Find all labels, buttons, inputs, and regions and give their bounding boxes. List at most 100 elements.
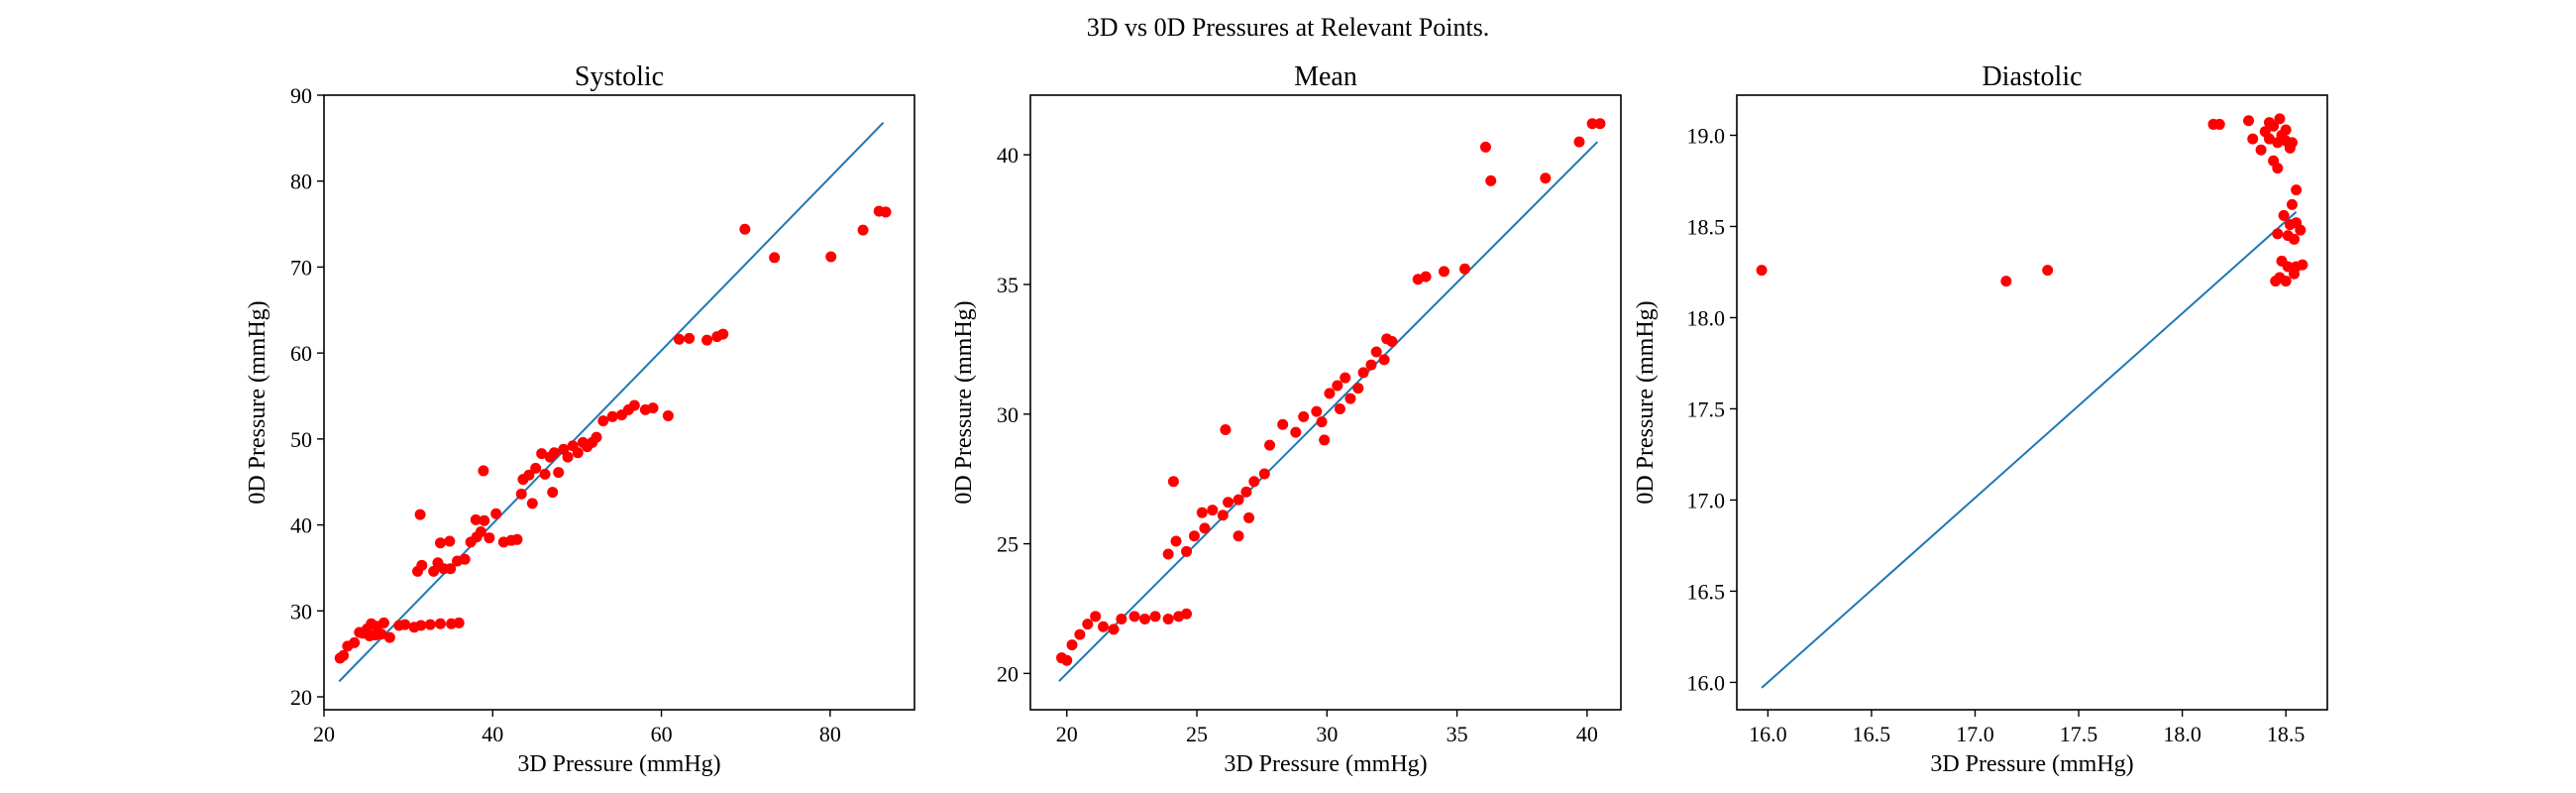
data-point-mean xyxy=(1108,623,1120,635)
x-tick-label: 25 xyxy=(1186,722,1208,746)
data-point-mean xyxy=(1162,548,1174,560)
data-point-mean xyxy=(1479,141,1491,153)
data-point-systolic xyxy=(416,559,428,571)
data-point-mean xyxy=(1458,263,1470,275)
data-point-mean xyxy=(1243,511,1255,523)
x-tick-label: 18.5 xyxy=(2267,722,2306,746)
data-point-systolic xyxy=(459,553,471,565)
data-point-mean xyxy=(1319,434,1331,446)
data-point-diastolic xyxy=(2000,276,2012,287)
data-point-mean xyxy=(1248,476,1260,488)
data-point-mean xyxy=(1082,619,1094,630)
data-point-mean xyxy=(1332,380,1343,392)
data-point-systolic xyxy=(376,628,387,640)
data-point-systolic xyxy=(478,465,489,477)
data-point-mean xyxy=(1061,654,1073,666)
axes-frame-systolic xyxy=(323,94,915,711)
y-tick-label: 30 xyxy=(997,402,1019,427)
data-point-mean xyxy=(1116,613,1127,624)
data-point-mean xyxy=(1128,611,1140,623)
reference-line-systolic xyxy=(338,122,885,683)
x-tick-label: 40 xyxy=(482,722,503,746)
data-point-systolic xyxy=(548,447,560,459)
y-tick-label: 90 xyxy=(290,83,312,108)
x-tick-label: 35 xyxy=(1447,722,1468,746)
data-point-diastolic xyxy=(2286,198,2298,210)
data-point-mean xyxy=(1196,507,1208,518)
data-point-diastolic xyxy=(2272,163,2284,174)
data-point-mean xyxy=(1290,426,1302,438)
data-point-systolic xyxy=(415,620,427,631)
data-point-diastolic xyxy=(2289,233,2301,245)
y-tick-label: 17.0 xyxy=(1687,488,1726,512)
data-point-mean xyxy=(1090,611,1102,623)
data-point-systolic xyxy=(434,618,446,629)
data-point-systolic xyxy=(769,252,781,264)
data-point-diastolic xyxy=(2270,276,2282,287)
data-point-systolic xyxy=(434,537,446,549)
x-tick-label: 16.0 xyxy=(1749,722,1787,746)
data-point-systolic xyxy=(880,206,892,218)
data-point-systolic xyxy=(453,617,465,628)
data-point-mean xyxy=(1199,522,1211,534)
data-point-systolic xyxy=(857,224,869,236)
data-point-mean xyxy=(1277,418,1289,430)
subplot-mean: Mean 20 25 30 35 40 20 25 30 35 40 3D Pressure (mmH… xyxy=(951,61,1622,777)
data-point-systolic xyxy=(684,332,696,344)
data-point-systolic xyxy=(547,487,559,499)
y-tick-label: 40 xyxy=(290,513,312,538)
data-point-mean xyxy=(1381,333,1393,345)
data-point-systolic xyxy=(428,565,440,577)
data-point-mean xyxy=(1352,383,1364,395)
data-point-systolic xyxy=(628,399,640,411)
data-point-systolic xyxy=(349,636,361,648)
x-tick-label: 20 xyxy=(313,722,335,746)
data-point-mean xyxy=(1217,510,1229,521)
data-point-systolic xyxy=(523,469,535,481)
data-point-diastolic xyxy=(2289,268,2301,280)
data-point-diastolic xyxy=(2278,209,2290,221)
data-point-mean xyxy=(1594,118,1606,130)
data-point-mean xyxy=(1258,468,1270,480)
x-tick-label: 20 xyxy=(1056,722,1078,746)
data-point-systolic xyxy=(526,498,538,510)
data-point-mean xyxy=(1181,545,1193,557)
data-point-mean xyxy=(1074,628,1086,640)
data-point-mean xyxy=(1316,416,1328,428)
data-point-systolic xyxy=(470,513,482,525)
data-point-mean xyxy=(1365,359,1377,371)
data-point-mean xyxy=(1264,439,1276,451)
data-point-systolic xyxy=(606,410,618,422)
data-point-systolic xyxy=(445,563,457,575)
reference-line-diastolic xyxy=(1761,210,2298,689)
data-point-systolic xyxy=(479,514,490,526)
x-tick-label: 40 xyxy=(1576,722,1598,746)
data-point-mean xyxy=(1233,530,1244,542)
data-point-mean xyxy=(1188,530,1200,542)
y-tick-label: 70 xyxy=(290,255,312,280)
data-point-systolic xyxy=(662,409,674,421)
subplot-title-mean: Mean xyxy=(1294,61,1357,92)
data-point-diastolic xyxy=(2272,228,2284,240)
x-tick-label: 17.5 xyxy=(2060,722,2098,746)
data-point-systolic xyxy=(530,462,542,474)
figure-title: 3D vs 0D Pressures at Relevant Points. xyxy=(1087,13,1490,42)
y-tick-label: 40 xyxy=(997,143,1019,168)
data-point-mean xyxy=(1378,354,1390,366)
data-point-mean xyxy=(1357,367,1369,379)
y-tick-label: 20 xyxy=(290,685,312,710)
subplot-title-systolic: Systolic xyxy=(575,61,664,92)
data-point-mean xyxy=(1149,611,1161,623)
data-point-diastolic xyxy=(2268,120,2280,132)
data-point-mean xyxy=(1223,497,1234,509)
data-point-systolic xyxy=(536,448,548,460)
data-point-diastolic xyxy=(2280,124,2292,136)
data-point-systolic xyxy=(553,467,565,479)
y-tick-label: 17.5 xyxy=(1687,396,1726,421)
data-point-systolic xyxy=(383,631,395,643)
data-point-diastolic xyxy=(1756,265,1768,277)
y-tick-label: 50 xyxy=(290,427,312,452)
data-point-diastolic xyxy=(2213,118,2225,130)
data-point-mean xyxy=(1340,372,1351,384)
data-point-systolic xyxy=(414,509,426,520)
